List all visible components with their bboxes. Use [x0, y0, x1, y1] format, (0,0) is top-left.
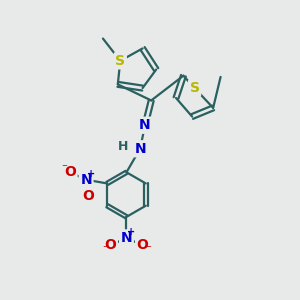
Text: N: N	[80, 173, 92, 187]
Text: O: O	[64, 165, 76, 179]
Text: H: H	[118, 140, 128, 153]
Text: S: S	[115, 54, 125, 68]
Text: +: +	[86, 169, 94, 179]
Text: N: N	[121, 231, 132, 245]
Text: N: N	[139, 118, 151, 132]
Text: O: O	[83, 189, 94, 203]
Text: O: O	[136, 238, 148, 252]
Text: ⁻: ⁻	[145, 244, 151, 254]
Text: +: +	[127, 227, 135, 238]
Text: N: N	[134, 142, 146, 156]
Text: S: S	[190, 81, 200, 95]
Text: ⁻: ⁻	[61, 163, 68, 173]
Text: ⁻: ⁻	[102, 244, 108, 254]
Text: O: O	[104, 238, 116, 252]
